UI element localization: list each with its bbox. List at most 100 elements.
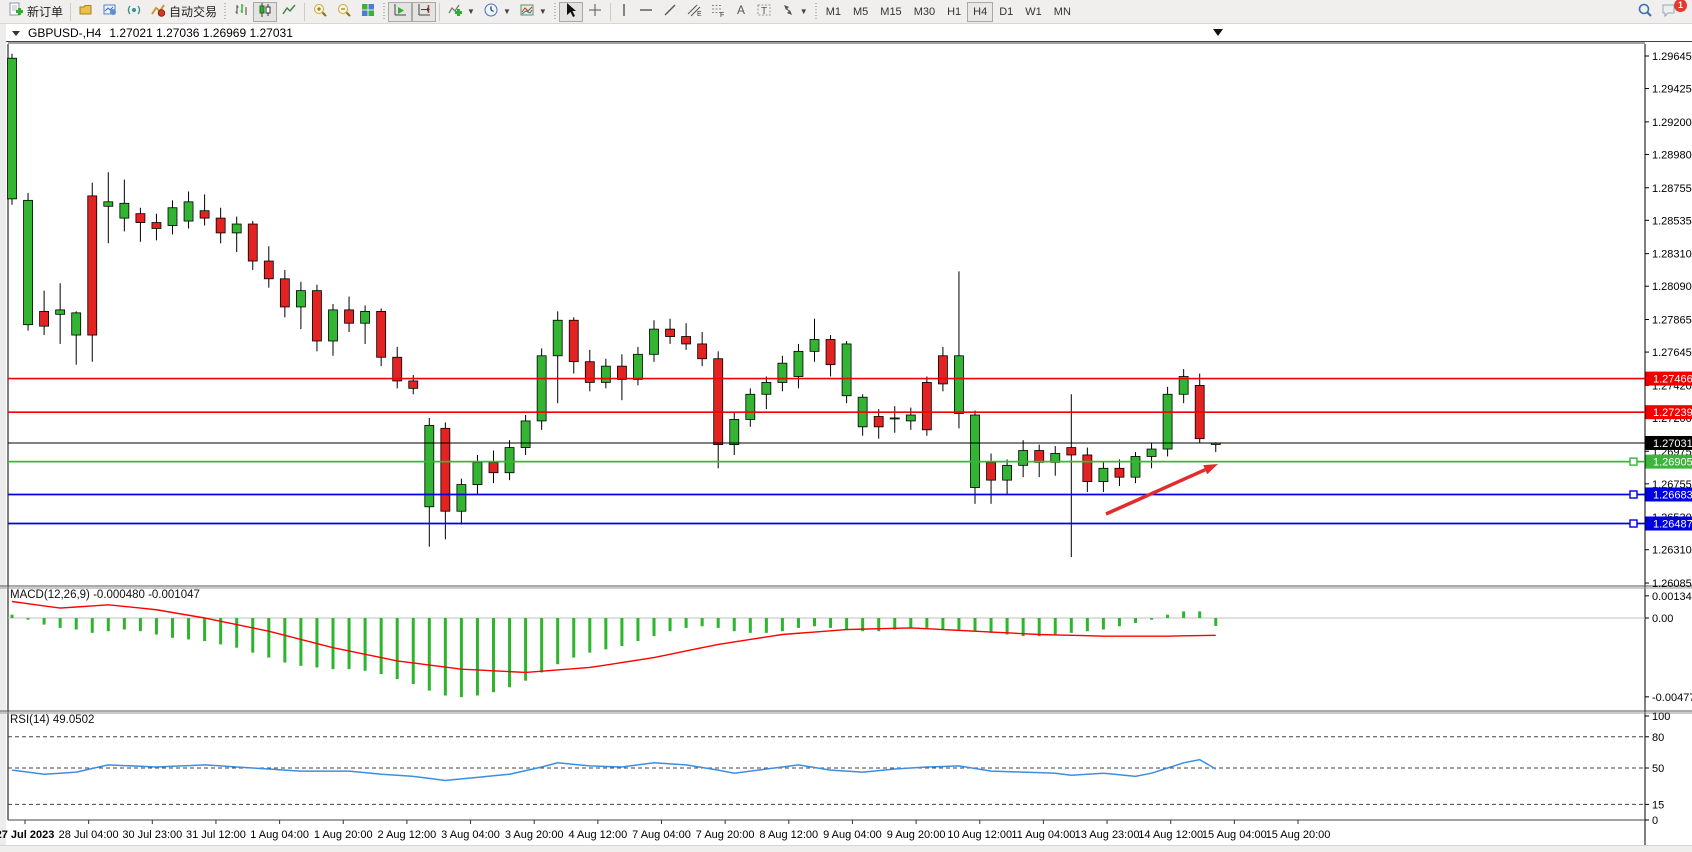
candle-body[interactable]: [488, 461, 499, 474]
new-order-button[interactable]: 新订单: [4, 2, 67, 22]
candle-body[interactable]: [600, 365, 611, 383]
candle-body[interactable]: [504, 447, 515, 474]
candle-body[interactable]: [1034, 450, 1045, 463]
candle-body[interactable]: [536, 355, 547, 422]
candle-body[interactable]: [552, 319, 563, 357]
candle-body[interactable]: [809, 339, 820, 352]
candle-body[interactable]: [681, 336, 691, 345]
candle-body[interactable]: [584, 361, 595, 383]
price-tag[interactable]: [1645, 454, 1692, 469]
trendline-button[interactable]: [658, 2, 682, 22]
autotrading-button[interactable]: 自动交易: [146, 2, 221, 22]
price-tag[interactable]: [1645, 516, 1692, 531]
auto-scroll-button[interactable]: [388, 1, 413, 22]
candle-body[interactable]: [633, 353, 643, 380]
candle-body[interactable]: [376, 310, 387, 358]
candle-body[interactable]: [328, 309, 338, 342]
candle-body[interactable]: [71, 312, 82, 336]
candle-body[interactable]: [1146, 448, 1157, 457]
candle-body[interactable]: [263, 260, 274, 280]
arrows-tool-button[interactable]: ▼: [776, 2, 812, 22]
horizontal-line-button[interactable]: [634, 2, 658, 22]
candlestick-chart-type-button[interactable]: [253, 1, 278, 22]
candle-body[interactable]: [424, 424, 435, 508]
candle-body[interactable]: [938, 355, 948, 385]
candle-body[interactable]: [408, 380, 419, 389]
candle-body[interactable]: [970, 414, 980, 488]
bar-chart-type-button[interactable]: [229, 2, 253, 22]
candle-body[interactable]: [7, 57, 17, 200]
candle-body[interactable]: [649, 328, 659, 355]
candle-body[interactable]: [729, 419, 740, 446]
candle-body[interactable]: [247, 223, 258, 262]
timeframe-button-m5[interactable]: M5: [847, 2, 874, 22]
line-chart-type-button[interactable]: [277, 2, 301, 22]
vertical-line-button[interactable]: [614, 2, 634, 22]
candle-body[interactable]: [183, 201, 194, 222]
candle-body[interactable]: [472, 461, 483, 485]
text-button[interactable]: A: [730, 2, 752, 22]
chart-shift-marker-icon[interactable]: [1213, 29, 1223, 36]
candle-body[interactable]: [520, 420, 531, 448]
candle-body[interactable]: [1002, 464, 1012, 481]
line-drag-handle[interactable]: [1629, 457, 1638, 466]
candle-body[interactable]: [761, 382, 772, 395]
candle-body[interactable]: [665, 328, 675, 337]
price-tag[interactable]: [1645, 435, 1692, 450]
timeframe-button-mn[interactable]: MN: [1048, 2, 1077, 22]
candle-body[interactable]: [360, 310, 371, 324]
candle-body[interactable]: [1082, 454, 1093, 483]
text-label-button[interactable]: T: [752, 2, 776, 22]
chart-window[interactable]: [0, 24, 1692, 852]
candle-body[interactable]: [23, 199, 33, 326]
candle-body[interactable]: [1178, 376, 1189, 395]
notifications-button[interactable]: 1: [1657, 0, 1687, 22]
candle-body[interactable]: [135, 213, 146, 223]
candle-body[interactable]: [905, 414, 916, 422]
chart-shift-button[interactable]: [412, 1, 437, 22]
candle-body[interactable]: [119, 202, 130, 219]
candle-body[interactable]: [392, 356, 403, 382]
candle-body[interactable]: [568, 319, 579, 363]
candle-body[interactable]: [440, 427, 451, 512]
fibonacci-button[interactable]: F: [706, 2, 730, 22]
candle-body[interactable]: [344, 309, 354, 324]
candle-body[interactable]: [1098, 467, 1109, 483]
candle-body[interactable]: [986, 461, 996, 481]
equidistant-channel-button[interactable]: E: [682, 2, 706, 22]
candle-body[interactable]: [231, 223, 242, 234]
candle-body[interactable]: [745, 393, 756, 420]
candle-body[interactable]: [873, 416, 884, 428]
market-watch-button[interactable]: [98, 2, 122, 22]
candle-body[interactable]: [1162, 393, 1173, 450]
line-drag-handle[interactable]: [1629, 519, 1638, 528]
timeframe-button-m15[interactable]: M15: [874, 2, 907, 22]
candle-body[interactable]: [841, 343, 852, 397]
templates-button[interactable]: ▼: [515, 2, 551, 22]
zoom-out-button[interactable]: [332, 2, 356, 22]
tile-windows-button[interactable]: [356, 2, 380, 22]
candle-body[interactable]: [793, 350, 804, 377]
candle-body[interactable]: [825, 339, 836, 366]
candle-body[interactable]: [215, 217, 226, 234]
zoom-in-button[interactable]: [308, 2, 332, 22]
timeframe-button-w1[interactable]: W1: [1019, 2, 1048, 22]
candle-body[interactable]: [713, 358, 724, 446]
line-drag-handle[interactable]: [1629, 490, 1638, 499]
profiles-button[interactable]: [74, 2, 98, 22]
collapse-arrow-icon[interactable]: [12, 30, 20, 36]
candle-body[interactable]: [1066, 447, 1077, 456]
timeframe-button-m1[interactable]: M1: [820, 2, 847, 22]
search-button[interactable]: [1633, 2, 1657, 22]
candle-body[interactable]: [456, 484, 467, 512]
candle-body[interactable]: [617, 365, 627, 380]
timeframe-button-m30[interactable]: M30: [908, 2, 941, 22]
arrow-annotation[interactable]: [1105, 468, 1206, 516]
candle-body[interactable]: [279, 278, 290, 308]
candle-body[interactable]: [1130, 456, 1141, 478]
candle-body[interactable]: [39, 310, 49, 327]
candle-body[interactable]: [87, 195, 98, 336]
signal-button[interactable]: [122, 2, 146, 22]
timeframe-button-h1[interactable]: H1: [941, 2, 967, 22]
